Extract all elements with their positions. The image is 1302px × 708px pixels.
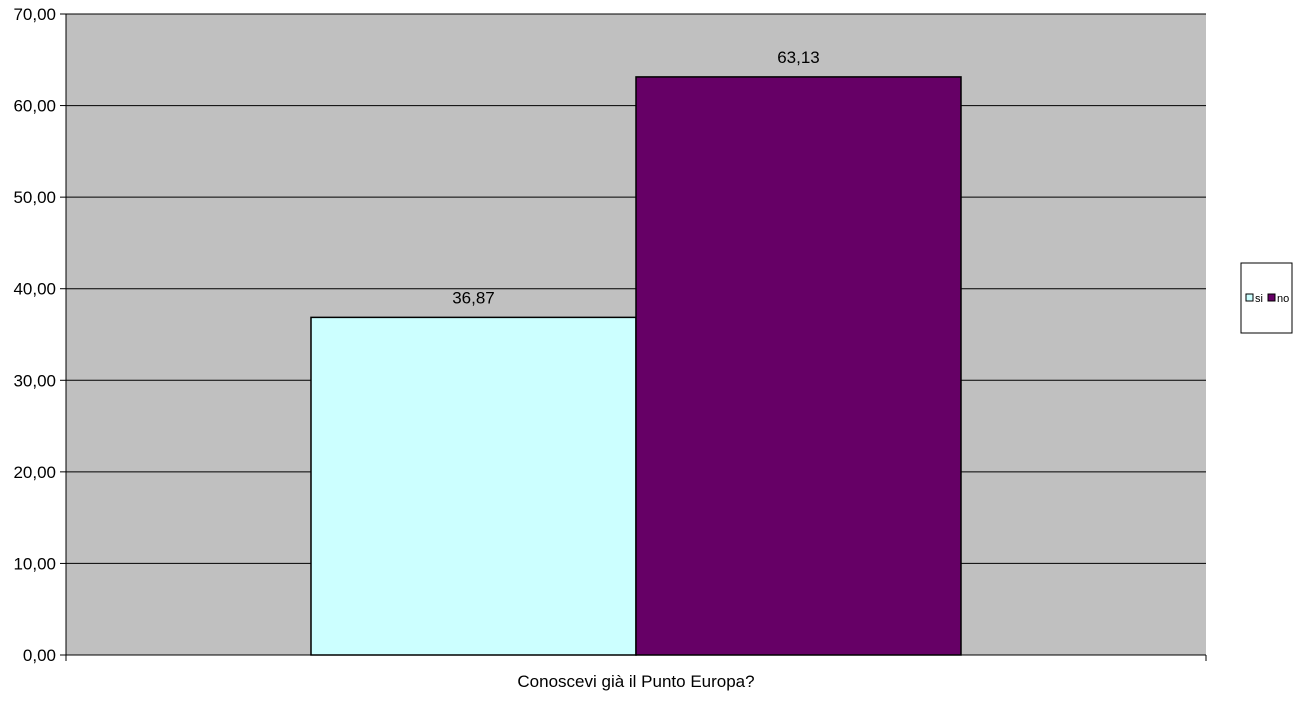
legend-swatch-no: [1267, 293, 1276, 302]
data-label-no: 63,13: [777, 48, 820, 67]
legend-label-no: no: [1277, 293, 1289, 305]
data-labels: 36,87 63,13: [452, 48, 820, 307]
y-axis: 0,00 10,00 20,00 30,00 40,00 50,00 60,00 70,00: [13, 5, 67, 665]
y-tick-label: 70,00: [13, 5, 56, 24]
y-tick-label: 30,00: [13, 371, 56, 390]
y-tick-label: 20,00: [13, 463, 56, 482]
y-tick-label: 0,00: [23, 646, 56, 665]
y-tick-label: 10,00: [13, 554, 56, 573]
legend: si no: [1240, 262, 1293, 334]
legend-swatch-si: [1245, 293, 1254, 302]
bar-si: [310, 316, 637, 656]
bars: [310, 76, 962, 656]
bar-no: [635, 76, 962, 656]
y-tick-label: 60,00: [13, 97, 56, 116]
x-axis: [65, 654, 1207, 661]
x-axis-category-label: Conoscevi già il Punto Europa?: [517, 672, 754, 691]
y-tick-label: 40,00: [13, 280, 56, 299]
data-label-si: 36,87: [452, 288, 495, 307]
y-tick-label: 50,00: [13, 188, 56, 207]
legend-label-si: si: [1255, 293, 1263, 305]
